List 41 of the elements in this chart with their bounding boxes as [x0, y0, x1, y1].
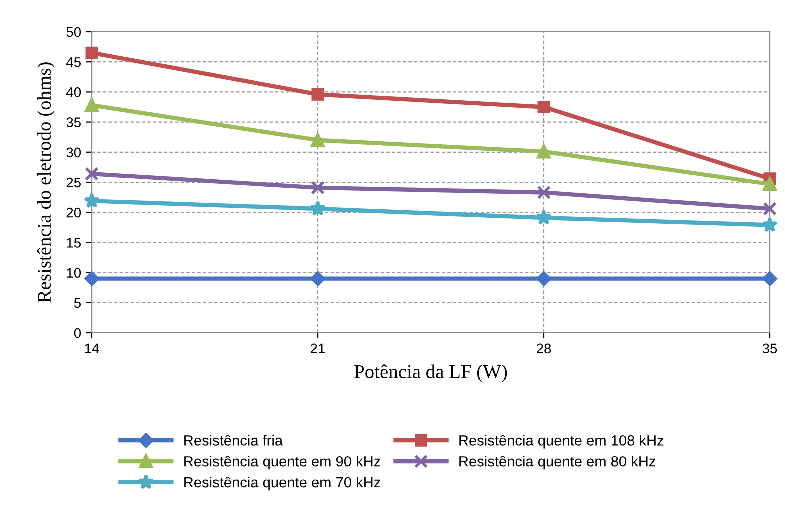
legend-label: Resistência quente em 70 kHz — [184, 476, 380, 491]
x-axis-title: Potência da LF (W) — [354, 364, 508, 382]
point — [310, 200, 326, 216]
point — [311, 180, 325, 195]
point — [84, 272, 100, 286]
point — [762, 216, 778, 232]
x-tick-label: 21 — [310, 344, 326, 354]
y-tick-label: 20 — [66, 208, 82, 218]
point — [763, 177, 777, 192]
legend-label: Resistência fria — [184, 435, 284, 446]
y-tick-label: 25 — [66, 178, 82, 188]
point — [84, 192, 100, 208]
point — [85, 167, 99, 182]
y-axis-title: Resistência do eletrodo (ohms) — [37, 62, 56, 303]
point — [310, 272, 326, 286]
y-tick-label: 15 — [67, 238, 82, 248]
x-tick-label: 35 — [762, 344, 778, 354]
y-tick-label: 35 — [66, 118, 82, 128]
point — [311, 133, 325, 148]
point — [312, 88, 324, 101]
y-tick-label: 40 — [66, 88, 82, 98]
point — [763, 202, 777, 216]
point — [762, 272, 778, 286]
legend-label: Resistência quente em 90 kHz — [184, 456, 380, 470]
x-tick-label: 14 — [85, 344, 100, 354]
y-tick-label: 45 — [66, 58, 82, 68]
point — [536, 210, 552, 226]
point — [536, 272, 552, 286]
y-tick-label: 0 — [74, 328, 82, 338]
y-tick-label: 30 — [66, 148, 82, 158]
point — [85, 98, 99, 112]
legend-label: Resistência quente em 108 kHz — [460, 435, 664, 449]
point — [86, 46, 98, 60]
y-tick-label: 10 — [67, 268, 82, 278]
x-tick-label: 28 — [536, 344, 552, 354]
legend-label: Resistência quente em 80 kHz — [460, 456, 656, 470]
y-tick-label: 5 — [74, 298, 81, 308]
point — [537, 186, 551, 200]
point — [538, 101, 550, 114]
y-tick-label: 50 — [66, 27, 82, 38]
point — [537, 144, 551, 159]
